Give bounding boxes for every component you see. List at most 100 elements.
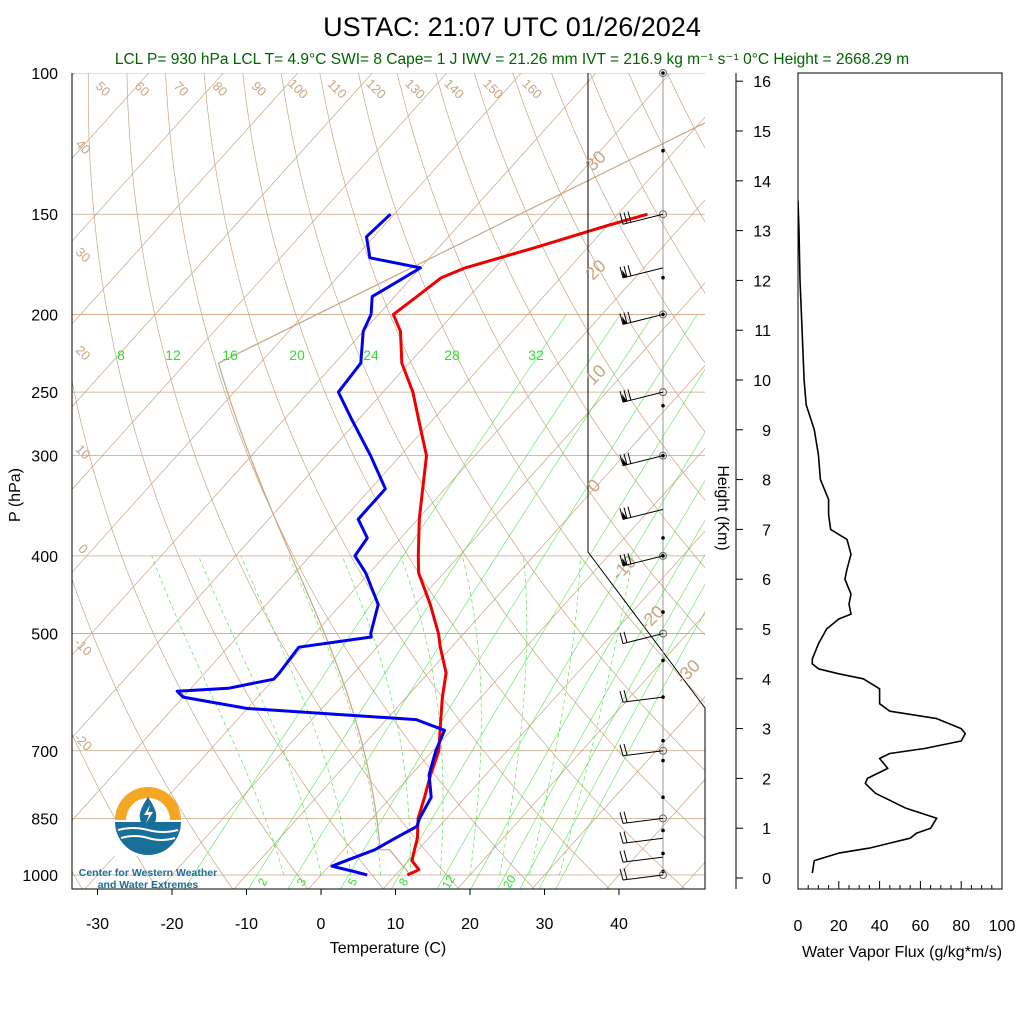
left-theta-label: -20 bbox=[71, 730, 95, 754]
y-tick-label: 300 bbox=[31, 449, 58, 466]
cw3e-logo: Center for Western Weather and Water Ext… bbox=[79, 787, 217, 891]
isotherm bbox=[605, 778, 705, 889]
y-tick-label: 1000 bbox=[22, 868, 58, 885]
flux-axes: 0 20 40 60 80 100 Water Vapor Flux (g/kg*m/s) bbox=[794, 881, 1015, 961]
right-theta-label: 10 bbox=[582, 361, 610, 389]
sounding-point bbox=[661, 758, 665, 763]
barb-shaft bbox=[622, 837, 664, 844]
right-theta-label: -10 bbox=[607, 551, 640, 584]
barb-feather bbox=[623, 811, 628, 823]
right-theta-label: 20 bbox=[582, 256, 610, 284]
barb-flag bbox=[622, 557, 627, 566]
dry-adiabat bbox=[688, 36, 1024, 892]
height-tick-label: 4 bbox=[762, 672, 771, 689]
barb-feather bbox=[619, 266, 624, 279]
x-axis-label: Temperature (C) bbox=[330, 940, 446, 957]
barb-feather bbox=[627, 211, 632, 223]
height-tick-label: 0 bbox=[762, 871, 771, 888]
barb-flag bbox=[622, 394, 627, 403]
isotherm bbox=[72, 73, 522, 573]
barb-feather bbox=[627, 311, 632, 323]
wind-barb bbox=[619, 811, 664, 824]
isotherm bbox=[72, 73, 299, 325]
left-theta-label: 0 bbox=[75, 541, 91, 557]
barb-feather bbox=[619, 690, 624, 703]
y-tick-label: 100 bbox=[31, 66, 58, 83]
flux-profile bbox=[798, 200, 967, 874]
moist-adiabat bbox=[559, 555, 633, 876]
wind-barb bbox=[619, 831, 664, 844]
dry-adiabat-label: 140 bbox=[441, 76, 467, 102]
mixing-ratio-label: 5 bbox=[345, 875, 361, 888]
moist-adiabat bbox=[341, 555, 411, 875]
dry-adiabat-label: 80 bbox=[210, 78, 231, 99]
temperature-profile bbox=[391, 212, 648, 877]
mixing-ratio-line bbox=[519, 553, 705, 889]
skewt-frame bbox=[71, 73, 706, 890]
dry-adiabat bbox=[838, 36, 1024, 892]
wind-barb bbox=[619, 452, 664, 467]
dry-adiabat-label: 150 bbox=[480, 76, 506, 102]
wind-barb bbox=[619, 506, 664, 520]
logo-wave-2 bbox=[120, 835, 176, 841]
height-tick-label: 5 bbox=[762, 622, 771, 639]
right-theta-label: 0 bbox=[583, 475, 604, 496]
isotherm bbox=[531, 696, 705, 889]
dry-adiabat bbox=[726, 36, 1024, 892]
isotherm bbox=[72, 116, 705, 822]
dry-adiabat bbox=[512, 73, 705, 433]
isotherm bbox=[72, 73, 448, 490]
barb-feather bbox=[619, 868, 624, 881]
chart-title: USTAC: 21:07 UTC 01/26/2024 bbox=[323, 12, 701, 42]
flux-x-tick-label: 40 bbox=[871, 918, 889, 935]
flux-frame bbox=[797, 72, 1003, 890]
wind-barb bbox=[619, 868, 664, 881]
flux-line bbox=[798, 200, 967, 874]
barb-shaft bbox=[622, 817, 664, 824]
barb-feather bbox=[619, 851, 624, 863]
right-theta-label: 30 bbox=[582, 147, 610, 175]
height-tick-label: 11 bbox=[754, 323, 771, 340]
dry-adiabat bbox=[435, 73, 705, 569]
barb-feather bbox=[623, 390, 628, 402]
skewt-border bbox=[71, 73, 706, 890]
isotherm bbox=[72, 73, 224, 242]
height-tick-label: 8 bbox=[762, 473, 771, 490]
x-tick-label: -30 bbox=[86, 916, 109, 933]
mixing-ratio-label: 32 bbox=[528, 347, 544, 363]
dry-adiabat-label: 90 bbox=[249, 78, 270, 99]
barb-shaft bbox=[622, 633, 664, 645]
dry-adiabat bbox=[203, 73, 611, 889]
height-axis-label: Height (Km) bbox=[714, 465, 731, 550]
mixing-ratio-label: 8 bbox=[117, 347, 125, 363]
barb-feather bbox=[627, 265, 632, 277]
y-tick-label: 200 bbox=[31, 307, 58, 324]
barb-flag bbox=[622, 269, 627, 278]
mixing-ratio-line bbox=[287, 314, 654, 889]
barb-shaft bbox=[622, 750, 664, 757]
isotherm bbox=[72, 73, 373, 408]
moist-adiabat bbox=[461, 555, 482, 876]
barb-feather bbox=[619, 213, 624, 225]
isotherm bbox=[233, 365, 705, 889]
mixing-ratio-line bbox=[538, 583, 705, 889]
isotherm bbox=[72, 73, 150, 159]
sounding-point bbox=[661, 404, 665, 408]
right-theta-label: -30 bbox=[671, 655, 704, 688]
skewt-profiles bbox=[175, 122, 705, 877]
height-tick-label: 2 bbox=[762, 771, 771, 788]
y-tick-label: 400 bbox=[31, 549, 58, 566]
mixing-ratio-label: 16 bbox=[222, 347, 238, 363]
barb-feather bbox=[619, 454, 624, 466]
level-marker bbox=[659, 69, 667, 77]
dry-adiabat bbox=[87, 73, 384, 889]
moist-adiabat bbox=[151, 555, 285, 876]
mixing-ratio-label: 12 bbox=[439, 872, 458, 891]
mixing-ratio-label: 12 bbox=[165, 347, 181, 363]
left-theta-label: 30 bbox=[73, 244, 94, 265]
barb-feather bbox=[623, 868, 628, 880]
mixing-ratio-label: 20 bbox=[289, 347, 305, 363]
wind-barb bbox=[619, 850, 664, 863]
